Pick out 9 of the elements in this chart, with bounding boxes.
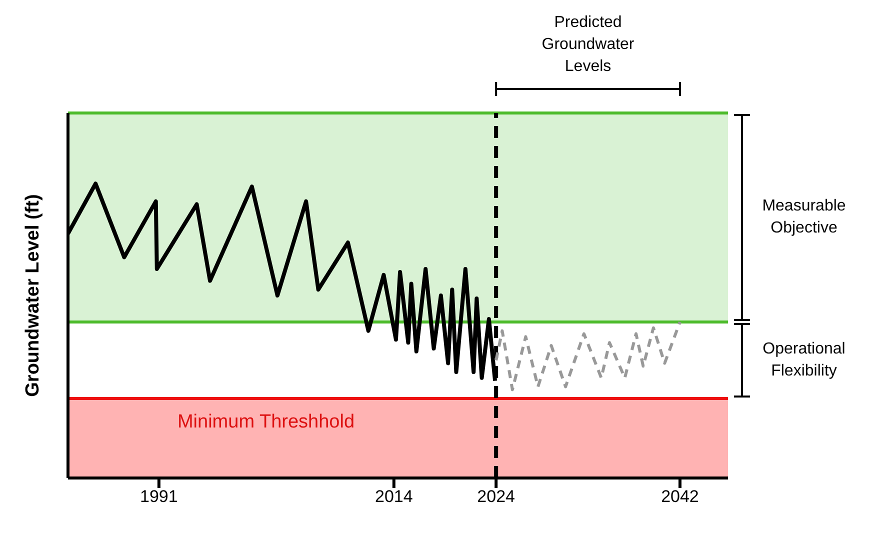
x-tick-label: 2024	[477, 487, 515, 506]
band-label: Measurable Objective	[762, 198, 846, 237]
x-tick-label: 2042	[661, 487, 699, 506]
y-axis-title: Groundwater Level (ft)	[22, 194, 44, 397]
band-label: Minimum Threshhold	[177, 411, 355, 432]
x-tick-label: 2014	[375, 487, 413, 506]
text: Operational Flexibility	[762, 340, 846, 380]
x-tick-label: 1991	[140, 487, 178, 506]
text: Predicted Groundwater Levels	[542, 14, 635, 75]
